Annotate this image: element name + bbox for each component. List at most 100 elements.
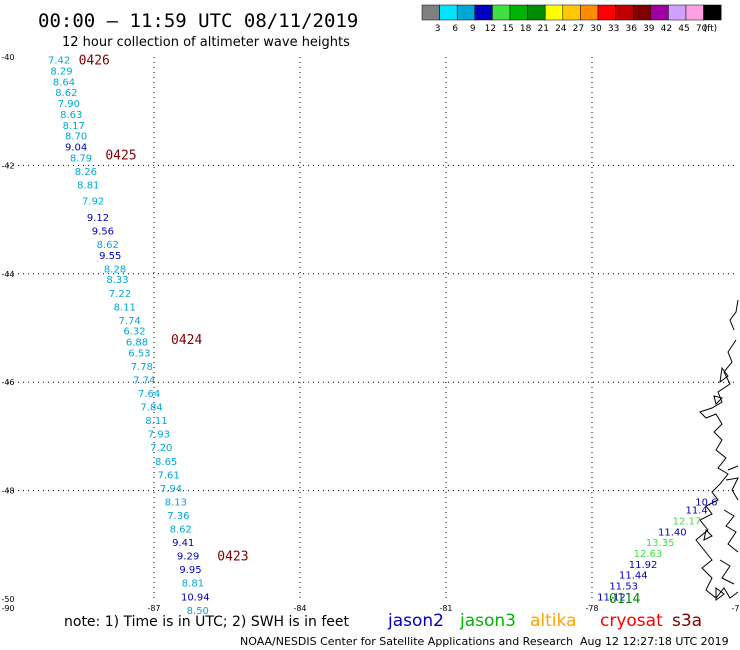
swh-value: 9.29 — [177, 552, 199, 563]
swh-value: 8.17 — [63, 121, 85, 132]
satellite-label: cryosat — [600, 611, 663, 631]
swh-value: 11.4 — [686, 506, 708, 517]
legend-swatch — [527, 4, 546, 21]
legend-swatch — [456, 4, 476, 21]
legend-label: 3 — [435, 24, 441, 34]
coastline-patagonia — [695, 299, 739, 601]
legend-label: 24 — [555, 24, 567, 34]
satellite-label: jason2 — [387, 611, 444, 631]
legend-swatch — [439, 4, 458, 21]
swh-value: 11.12 — [597, 592, 626, 603]
swh-value: 7.74 — [119, 316, 141, 327]
footer-note: note: 1) Time is in UTC; 2) SWH is in fe… — [64, 614, 350, 630]
swh-value: 7.36 — [167, 511, 189, 522]
swh-value: 7.93 — [148, 430, 170, 441]
legend-swatch — [650, 4, 669, 21]
swh-value: 11.92 — [629, 560, 658, 571]
lat-tick-label: -42 — [1, 161, 14, 170]
legend-unit: (ft) — [704, 24, 718, 34]
legend-swatch — [474, 4, 493, 21]
swh-value: 8.33 — [106, 275, 128, 286]
swh-value: 12.17 — [673, 516, 702, 527]
swh-value: 8.81 — [182, 579, 204, 590]
color-scale-legend: 3 6 9 12 15 18 21 24 27 30 33 36 39 42 45 70(ft) — [421, 4, 722, 34]
swh-value: 9.95 — [179, 565, 201, 576]
swh-value: 7.78 — [131, 362, 153, 373]
swh-value: 8.64 — [53, 77, 75, 88]
swh-value: 9.12 — [87, 213, 109, 224]
legend-label: 42 — [661, 24, 672, 34]
pass-time-label: 0424 — [171, 333, 202, 348]
legend-label: 15 — [502, 24, 513, 34]
legend-label: 27 — [573, 24, 584, 34]
swh-value: 11.40 — [658, 527, 687, 538]
swh-value: 8.11 — [114, 302, 136, 313]
swh-value: 7.20 — [150, 443, 172, 454]
map-panel: -90 -87 -84 -81 -78 -75 -40 -42 -44 -46 -48 -50 7.4… — [1, 53, 740, 617]
swh-value: 8.50 — [187, 606, 209, 617]
lat-tick-label: -50 — [1, 595, 14, 604]
legend-swatch — [668, 4, 687, 21]
legend-label: 12 — [485, 24, 496, 34]
swh-value: 8.62 — [170, 525, 192, 536]
legend-label: 70 — [696, 24, 708, 34]
swh-value: 6.53 — [128, 348, 150, 359]
swh-value: 9.56 — [92, 226, 114, 237]
swh-value: 11.53 — [609, 581, 638, 592]
footer-timestamp: Aug 12 12:27:18 UTC 2019 — [580, 635, 729, 648]
lat-tick-label: -46 — [1, 378, 14, 387]
swh-value: 7.84 — [140, 403, 162, 414]
legend-swatch — [632, 4, 652, 21]
swh-value: 13.35 — [646, 538, 675, 549]
legend-label: 45 — [678, 24, 689, 34]
swh-value: 6.88 — [126, 338, 148, 349]
lon-tick-label: -81 — [439, 604, 452, 613]
legend-swatch — [615, 4, 634, 21]
legend-swatch — [562, 4, 581, 21]
swh-value: 7.22 — [109, 289, 131, 300]
swh-value: 8.26 — [75, 167, 97, 178]
swh-value: 7.61 — [157, 470, 179, 481]
legend-swatch — [509, 4, 528, 21]
swh-value: 8.65 — [155, 457, 177, 468]
legend-label: 9 — [470, 24, 476, 34]
swh-value: 9.55 — [99, 251, 121, 262]
swh-value: 7.42 — [48, 56, 70, 67]
lon-tick-label: -90 — [1, 604, 14, 613]
legend-label: 39 — [643, 24, 655, 34]
lat-tick-label: -44 — [1, 270, 14, 279]
legend-swatch — [544, 4, 564, 21]
swh-value: 8.70 — [65, 132, 87, 143]
pass-time-label: 0114 — [609, 592, 640, 607]
lon-tick-label: -84 — [293, 604, 306, 613]
swh-value: 8.81 — [77, 180, 99, 191]
footer-credit: NOAA/NESDIS Center for Satellite Applica… — [240, 635, 573, 648]
axis-tick-labels: -90 -87 -84 -81 -78 -75 -40 -42 -44 -46 -48 -50 — [1, 53, 740, 613]
swh-value: 8.13 — [165, 497, 187, 508]
swh-value: 8.63 — [60, 110, 82, 121]
swh-value: 8.62 — [97, 240, 119, 251]
swh-value: 10.94 — [181, 592, 210, 603]
swh-value: 8.29 — [50, 67, 72, 78]
satellite-label: altika — [530, 611, 577, 631]
swh-value: 10.6 — [695, 497, 717, 508]
swh-value: 8.28 — [104, 264, 126, 275]
pass-time-labels: 0426 0425 0424 0423 0114 — [79, 54, 641, 607]
lat-tick-label: -48 — [1, 487, 14, 496]
satellite-legend: jason2 jason3 altika cryosat s3a — [387, 611, 702, 631]
legend-swatch — [685, 4, 704, 21]
page-title: 00:00 – 11:59 UTC 08/11/2019 — [38, 10, 358, 32]
legend-swatch — [580, 4, 599, 21]
lat-tick-label: -40 — [1, 53, 14, 62]
satellite-label: s3a — [672, 611, 702, 631]
swh-value: 7.90 — [58, 99, 80, 110]
legend-label: 21 — [537, 24, 548, 34]
page-subtitle: 12 hour collection of altimeter wave hei… — [62, 35, 350, 50]
swh-value: 11.44 — [619, 571, 648, 582]
satellite-label: jason3 — [459, 611, 516, 631]
lat-lon-grid — [8, 57, 738, 599]
pass-time-label: 0423 — [217, 550, 248, 565]
lon-tick-label: -78 — [585, 604, 598, 613]
